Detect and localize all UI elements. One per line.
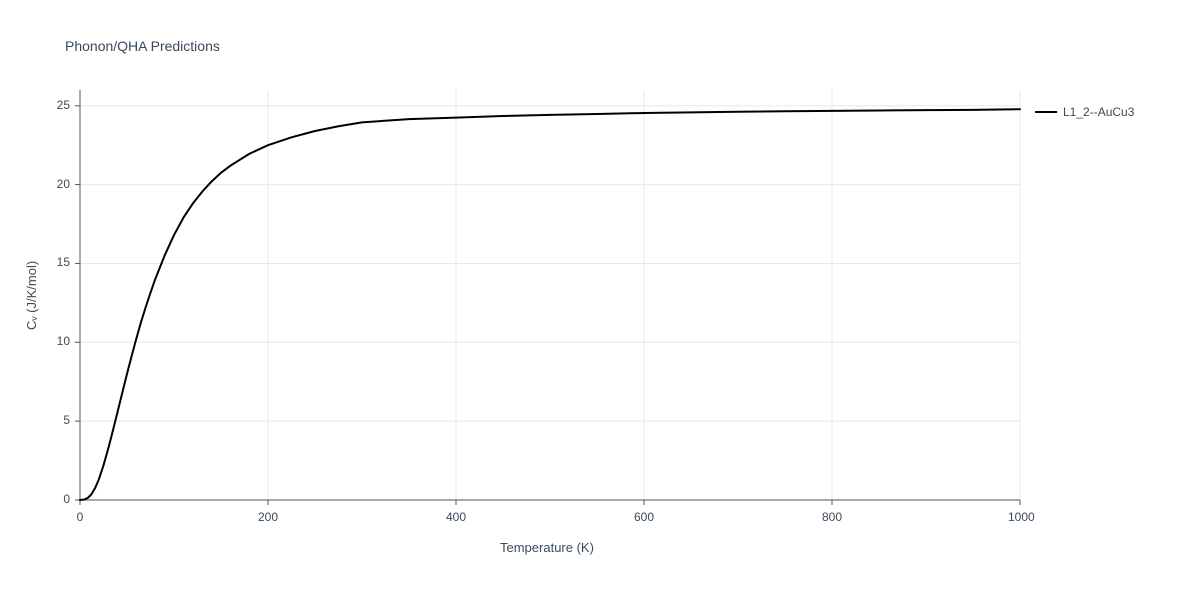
y-tick-label: 10 bbox=[46, 334, 70, 348]
y-tick-label: 20 bbox=[46, 177, 70, 191]
y-tick-label: 15 bbox=[46, 255, 70, 269]
legend-label: L1_2--AuCu3 bbox=[1063, 105, 1134, 119]
y-tick-label: 5 bbox=[46, 413, 70, 427]
x-tick-label: 400 bbox=[444, 510, 468, 524]
legend-line-icon bbox=[1035, 111, 1057, 113]
y-tick-label: 0 bbox=[46, 492, 70, 506]
series-line bbox=[80, 109, 1020, 500]
chart-container: { "chart": { "type": "line", "title": "P… bbox=[0, 0, 1200, 600]
y-tick-label: 25 bbox=[46, 98, 70, 112]
x-tick-label: 1000 bbox=[1008, 510, 1032, 524]
x-tick-label: 200 bbox=[256, 510, 280, 524]
x-tick-label: 800 bbox=[820, 510, 844, 524]
legend-item: L1_2--AuCu3 bbox=[1035, 105, 1134, 119]
x-tick-label: 0 bbox=[68, 510, 92, 524]
x-tick-label: 600 bbox=[632, 510, 656, 524]
